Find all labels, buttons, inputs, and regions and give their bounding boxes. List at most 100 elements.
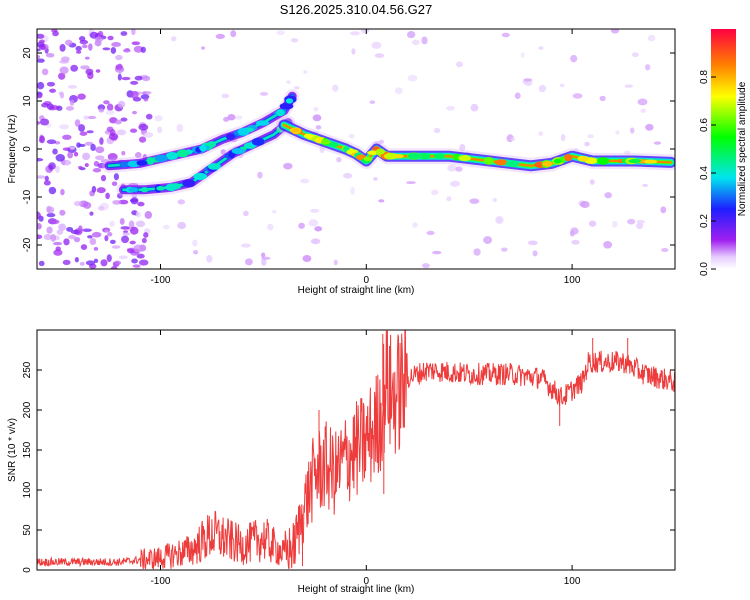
spectrogram-noise-blob — [473, 248, 481, 256]
spectrogram-noise-blob — [131, 41, 141, 46]
spectrogram-noise-blob — [52, 148, 58, 155]
spectrogram-noise-blob — [157, 126, 163, 134]
spectrogram-noise-blob — [220, 149, 226, 155]
spectrogram-track-blob — [279, 102, 294, 110]
spectrogram-y-tick-label: -10 — [22, 189, 33, 204]
spectrogram-track-blob — [285, 98, 294, 104]
spectrogram-noise-blob — [59, 66, 69, 75]
spectrogram-noise-blob — [629, 127, 635, 134]
spectrogram-y-tick-label: -20 — [22, 237, 33, 252]
spectrogram-noise-blob — [100, 174, 107, 182]
spectrogram-noise-blob — [589, 179, 595, 185]
spectrogram-noise-blob — [527, 240, 538, 246]
spectrogram-noise-blob — [412, 222, 418, 228]
spectrogram-noise-blob — [77, 225, 83, 234]
spectrogram-noise-blob — [138, 123, 149, 131]
spectrogram-noise-blob — [455, 166, 463, 172]
spectrogram-noise-blob — [604, 192, 612, 199]
snr-x-label: Height of straight line (km) — [298, 584, 415, 595]
colorbar-tick-label: 0.6 — [699, 118, 710, 132]
snr-axes: -100 0 100 0 50 100 150 200 250 — [22, 330, 675, 587]
spectrogram-noise-blob — [63, 238, 70, 246]
spectrogram-noise-blob — [584, 141, 590, 147]
spectrogram-noise-blob — [128, 220, 135, 229]
spectrogram-noise-blob — [244, 258, 253, 266]
spectrogram-noise-blob — [120, 31, 128, 36]
spectrogram-track-blob — [176, 149, 189, 158]
spectrogram-noise-blob — [86, 130, 94, 134]
spectrogram-noise-blob — [37, 223, 42, 230]
spectrogram-noise-blob — [89, 211, 94, 216]
spectrogram-noise-blob — [46, 212, 56, 218]
spectrogram-noise-blob — [283, 162, 293, 170]
spectrogram-noise-blob — [135, 220, 146, 228]
spectrogram-noise-blob — [117, 73, 122, 81]
spectrogram-noise-blob — [131, 29, 136, 36]
spectrogram-noise-blob — [351, 48, 356, 55]
spectrogram-noise-blob — [117, 192, 123, 199]
spectrogram-track-blob — [433, 153, 445, 159]
spectrogram-noise-blob — [111, 181, 118, 186]
spectrogram-noise-blob — [133, 244, 144, 253]
colorbar-ticks: 0.0 0.2 0.4 0.6 0.8 — [699, 70, 716, 276]
spectrogram-noise-blob — [223, 116, 230, 122]
spectrogram-noise-blob — [129, 240, 136, 245]
spectrogram-noise-blob — [644, 64, 651, 71]
spectrogram-noise-blob — [121, 235, 130, 244]
spectrogram-noise-blob — [206, 254, 213, 263]
spectrogram-y-tick-label: 20 — [22, 47, 33, 59]
spectrogram-noise-blob — [131, 258, 138, 264]
spectrogram-noise-blob — [624, 84, 634, 88]
spectrogram-noise-blob — [510, 137, 516, 142]
spectrogram-noise-blob — [145, 91, 152, 95]
spectrogram-noise-blob — [141, 237, 147, 244]
spectrogram-noise-blob — [66, 226, 74, 232]
spectrogram-noise-blob — [37, 234, 43, 240]
spectrogram-noise-blob — [37, 94, 43, 99]
spectrogram-noise-blob — [492, 198, 497, 202]
spectrogram-noise-blob — [58, 72, 66, 80]
spectrogram-track-blob — [154, 154, 168, 163]
spectrogram-noise-blob — [140, 46, 146, 53]
spectrogram-noise-blob — [100, 259, 108, 267]
spectrogram-noise-blob — [58, 91, 63, 96]
spectrogram-noise-blob — [132, 110, 137, 115]
colorbar: 0.0 0.2 0.4 0.6 0.8 Normalized spectral ampl… — [699, 29, 748, 276]
spectrogram-noise-blob — [111, 41, 122, 47]
spectrogram-track-blob — [363, 156, 373, 162]
spectrogram-noise-blob — [303, 70, 308, 74]
spectrogram-noise-blob — [89, 31, 99, 39]
spectrogram-noise-blob — [221, 93, 230, 99]
spectrogram-track-blob — [542, 160, 553, 167]
spectrogram-noise-blob — [645, 123, 654, 131]
spectrogram-noise-blob — [96, 187, 106, 194]
spectrogram-x-tick-label: 0 — [364, 275, 370, 286]
spectrogram-track-blob — [291, 128, 300, 133]
spectrogram-noise-blob — [343, 172, 353, 179]
snr-y-tick-label: 0 — [22, 567, 33, 573]
spectrogram-noise-blob — [84, 56, 90, 60]
spectrogram-noise-blob — [97, 205, 105, 211]
spectrogram-noise-blob — [80, 65, 90, 70]
spectrogram-noise-blob — [54, 165, 61, 174]
spectrogram-noise-blob — [121, 76, 131, 81]
spectrogram-noise-blob — [94, 36, 103, 43]
spectrogram-noise-blob — [624, 150, 631, 155]
spectrogram-noise-blob — [319, 145, 325, 154]
spectrogram-noise-blob — [79, 261, 85, 266]
spectrogram-noise-blob — [308, 219, 319, 227]
snr-panel: -100 0 100 0 50 100 150 200 250 Height of straig… — [7, 329, 676, 595]
spectrogram-noise-blob — [431, 189, 439, 196]
spectrogram-noise-blob — [118, 255, 128, 260]
spectrogram-noise-blob — [431, 250, 442, 255]
spectrogram-noise-blob — [110, 46, 117, 54]
spectrogram-noise-blob — [37, 58, 45, 63]
spectrogram-noise-blob — [62, 147, 71, 151]
spectrogram-noise-blob — [261, 252, 266, 258]
spectrogram-noise-blob — [106, 254, 112, 263]
spectrogram-noise-blob — [310, 238, 321, 245]
spectrogram-track-blob — [458, 155, 471, 162]
spectrogram-noise-blob — [49, 105, 60, 110]
spectrogram-noise-blob — [532, 250, 538, 257]
spectrogram-noise-blob — [406, 30, 416, 39]
